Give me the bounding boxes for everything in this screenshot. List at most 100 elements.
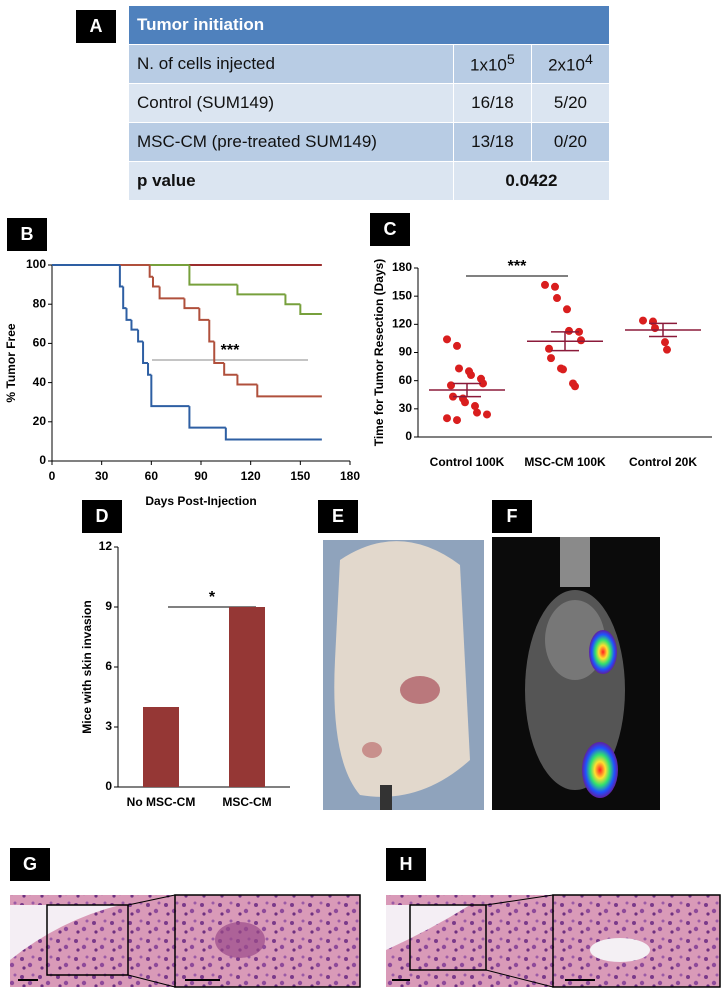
survival-step: [150, 374, 190, 408]
x-tick-label: MSC-CM: [222, 795, 271, 809]
table-title: Tumor initiation: [128, 5, 610, 45]
point: [559, 365, 567, 374]
x-tick-label: 150: [290, 469, 310, 483]
survival-step: [236, 284, 286, 296]
data-table: Tumor initiation N. of cells injected 1x…: [128, 5, 611, 201]
footer-value: 0.0422: [452, 161, 611, 201]
point: [453, 416, 461, 425]
panel-label-box: [10, 848, 50, 881]
cell: 16/18: [452, 83, 532, 123]
y-tick-label: 30: [399, 401, 413, 415]
x-tick-label: No MSC-CM: [127, 795, 196, 809]
y-tick-label: 150: [392, 288, 412, 302]
x-tick-label: 0: [49, 469, 56, 483]
annotation: *: [209, 589, 216, 606]
point: [639, 316, 647, 325]
cell: 5/20: [530, 83, 611, 123]
point: [571, 382, 579, 391]
panel-label-box: [7, 218, 47, 251]
point: [565, 326, 573, 335]
point: [473, 408, 481, 417]
survival-step: [122, 286, 127, 310]
panel-label: G: [23, 854, 37, 874]
point: [651, 324, 659, 333]
panel-label: C: [384, 219, 397, 239]
y-tick-label: 100: [26, 257, 46, 271]
survival-step: [256, 384, 322, 398]
row-label: Control (SUM149): [128, 83, 454, 123]
panel-label-box: [370, 213, 410, 246]
survival-step: [188, 265, 238, 286]
y-tick-label: 60: [399, 373, 413, 387]
histology-h: [386, 894, 721, 988]
header-cell: 1x105: [452, 44, 532, 84]
cell: 0/20: [530, 122, 611, 162]
survival-step: [158, 286, 185, 300]
x-tick-label: 120: [241, 469, 261, 483]
survival-step: [125, 308, 132, 321]
y-tick-label: 0: [105, 779, 112, 793]
survival-step: [188, 406, 226, 429]
point: [483, 410, 491, 419]
survival-step: [137, 329, 144, 343]
survival-step: [208, 319, 215, 343]
panel-label-box: [76, 10, 116, 43]
survival-step: [299, 304, 322, 315]
y-tick-label: 80: [33, 296, 47, 310]
x-axis-label: Days Post-Injection: [145, 494, 256, 508]
x-tick-label: 90: [194, 469, 208, 483]
y-tick-label: 60: [33, 336, 47, 350]
bar: [143, 707, 179, 787]
survival-step: [213, 341, 225, 364]
point: [577, 336, 585, 345]
y-tick-label: 20: [33, 414, 47, 428]
panel-label: A: [90, 16, 103, 36]
y-tick-label: 12: [99, 539, 113, 553]
footer-label: p value: [128, 161, 454, 201]
y-axis-label: Mice with skin invasion: [80, 600, 94, 733]
survival-step: [223, 363, 238, 376]
point: [545, 344, 553, 353]
survival-step: [236, 374, 258, 386]
survival-step: [118, 265, 124, 288]
y-tick-label: 0: [39, 453, 46, 467]
point: [453, 341, 461, 350]
point: [553, 294, 561, 303]
point: [563, 305, 571, 314]
y-tick-label: 9: [105, 599, 112, 613]
survival-step: [198, 308, 210, 321]
header-text: 2x10: [548, 55, 585, 75]
header-sup: 4: [584, 52, 593, 69]
y-tick-label: 3: [105, 719, 112, 733]
photo-f: [492, 537, 660, 810]
panel-label-box: [318, 500, 358, 533]
point: [661, 338, 669, 347]
y-tick-label: 40: [33, 375, 47, 389]
survival-step: [151, 276, 160, 288]
y-tick-label: 0: [405, 429, 412, 443]
point: [551, 282, 559, 291]
x-tick-label: 30: [95, 469, 109, 483]
x-tick-label: 60: [145, 469, 159, 483]
point: [471, 402, 479, 411]
x-tick-label: Control 100K: [430, 455, 505, 469]
survival-step: [142, 341, 149, 364]
cell: 13/18: [452, 122, 532, 162]
histology-g: [10, 894, 361, 988]
y-tick-label: 6: [105, 659, 112, 673]
point: [461, 398, 469, 407]
panel-label-box: [82, 500, 122, 533]
point: [663, 345, 671, 354]
photo-e: [323, 540, 484, 810]
point: [455, 364, 463, 373]
point: [467, 371, 475, 380]
point: [541, 280, 549, 289]
panel-label: F: [507, 506, 518, 526]
point: [447, 381, 455, 390]
survival-step: [130, 319, 139, 331]
survival-step: [148, 265, 153, 278]
y-tick-label: 120: [392, 317, 412, 331]
annotation: ***: [508, 258, 527, 275]
